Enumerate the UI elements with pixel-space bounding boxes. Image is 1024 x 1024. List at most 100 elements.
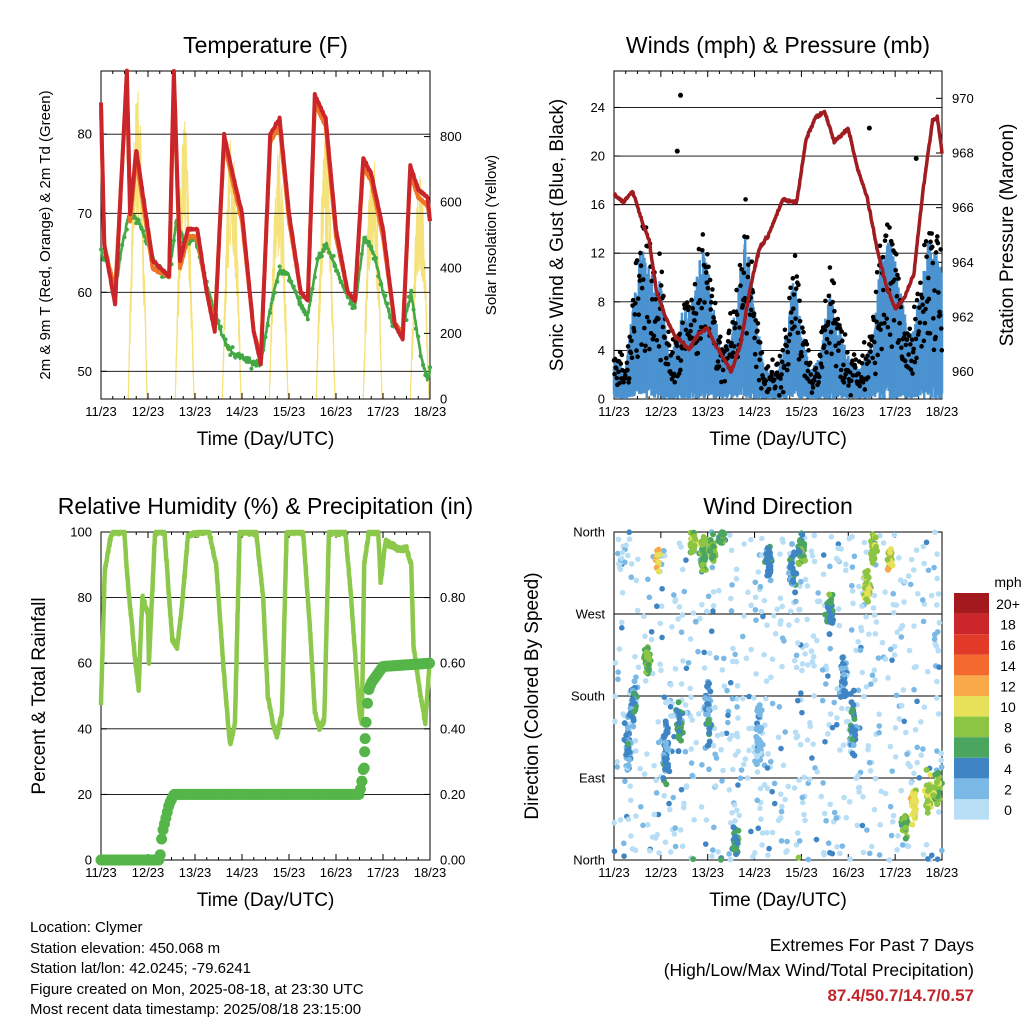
gust-point [869,334,875,339]
gust-point [789,319,794,325]
rainfall-point [359,746,371,758]
direction-point [767,569,774,576]
direction-point [651,762,657,769]
direction-point [646,594,653,601]
direction-point [882,656,889,662]
temp-y2tick-label: 400 [440,260,462,275]
direction-point [729,732,736,739]
gust-point [786,361,791,367]
gust-point [920,302,925,308]
direction-point [765,852,771,858]
direction-point [667,682,674,688]
gust-point [712,319,717,325]
dewpoint-point [291,284,296,289]
gust-point [904,337,910,343]
gust-point [638,250,643,256]
dewpoint-point [420,362,425,367]
dewpoint-point [270,297,275,302]
legend-label: 12 [1000,678,1016,694]
direction-point [699,561,706,568]
gust-point [861,340,867,345]
gust-point [938,326,944,331]
direction-point [867,767,874,774]
direction-point [710,608,716,614]
direction-point [659,634,665,641]
gust-point [902,358,908,364]
direction-point [698,804,705,810]
direction-point [891,532,898,538]
direction-point [805,856,812,863]
gust-point [848,393,854,398]
winds-ytick-label: 8 [598,294,605,309]
dewpoint-point [359,252,364,257]
dewpoint-point [124,227,129,232]
direction-point [932,771,939,778]
direction-point [764,622,770,628]
direction-point [630,717,637,724]
direction-point [731,802,738,808]
direction-point [938,764,945,770]
direction-point [898,787,905,794]
direction-point [637,804,644,810]
direction-point [804,583,811,589]
direction-point [746,747,752,754]
direction-point [630,723,636,730]
direction-point [775,734,782,741]
direction-point [891,643,898,650]
direction-point [728,608,735,614]
gust-point [833,363,839,369]
direction-point [625,762,632,769]
direction-point [628,561,635,567]
direction-point [863,549,870,555]
direction-point [715,849,721,855]
direction-point [889,768,896,774]
direction-point [697,615,703,622]
gust-point [752,351,758,357]
temp-ylabel: 2m & 9m T (Red, Orange) & 2m Td (Green) [37,90,54,379]
direction-point [752,849,758,856]
gust-point [780,389,786,395]
direction-point [932,529,938,536]
direction-point [672,825,679,831]
temp-ytick-label: 50 [78,364,92,379]
dewpoint-point [413,326,418,331]
direction-point [934,551,940,557]
direction-point [612,660,619,666]
direction-point [691,816,697,823]
gust-point [778,376,783,381]
gust-point [868,343,874,349]
direction-point [888,832,895,839]
direction-point [699,541,706,548]
gust-point [666,329,671,335]
dewpoint-point [406,294,411,299]
dewpoint-point [341,283,346,288]
direction-point [664,762,671,769]
direction-point [779,663,785,670]
gust-point [779,359,785,365]
gust-point [729,354,735,359]
direction-point [936,619,943,626]
direction-point [843,814,850,821]
direction-point [838,665,845,672]
direction-point [904,751,910,757]
humidity-panel: 11/23 12/23 13/23 14/23 15/23 16/23 17/23 18/23… [29,493,473,911]
gust-point [895,272,900,278]
gust-point [826,293,832,299]
direction-point [762,695,769,702]
direction-point [741,541,747,547]
gust-point [866,359,872,364]
temp-y2tick-label: 0 [440,392,447,407]
direction-point [710,552,717,559]
direction-point [785,783,792,790]
direction-point [767,758,774,765]
direction-point [865,586,872,593]
gust-point [827,265,833,270]
gust-point [697,297,703,303]
direction-point [782,796,788,803]
gust-point [816,379,821,385]
direction-point [882,790,889,797]
direction-point [710,543,717,550]
gust-point [926,296,932,302]
direction-point [709,564,716,571]
direction-point [735,715,741,721]
